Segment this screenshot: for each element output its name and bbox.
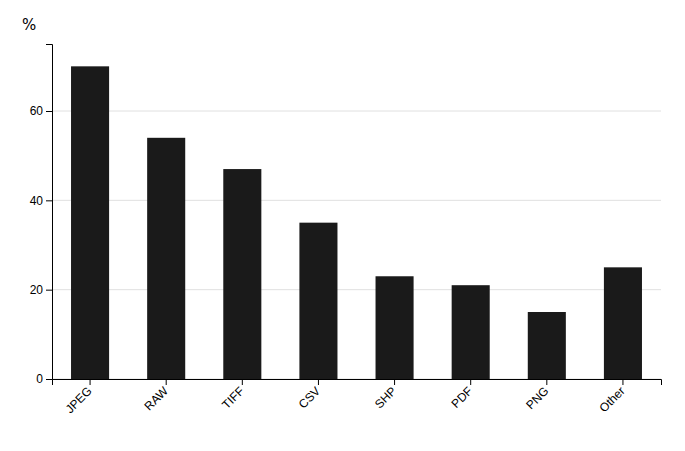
x-tick-label: JPEG bbox=[63, 384, 95, 416]
y-tick-label: 20 bbox=[30, 283, 44, 297]
x-tick-mark bbox=[546, 379, 547, 385]
y-tick-mark bbox=[46, 111, 52, 112]
x-tick-label: TIFF bbox=[219, 384, 247, 412]
y-label: % bbox=[22, 16, 36, 34]
grid bbox=[52, 111, 661, 379]
x-tick-label: RAW bbox=[141, 383, 171, 413]
grid-line bbox=[52, 200, 661, 201]
y-tick-mark bbox=[46, 290, 52, 291]
bar bbox=[223, 169, 261, 379]
x-tick: RAW bbox=[141, 379, 171, 413]
y-tick-mark bbox=[46, 200, 52, 201]
x-tick-label: SHP bbox=[372, 384, 399, 411]
x-tick: PDF bbox=[448, 379, 475, 411]
y-tick-mark bbox=[46, 379, 52, 380]
x-tick-mark bbox=[622, 379, 623, 385]
x-tick-label: Other bbox=[596, 384, 627, 415]
y-axis: 0 20 40 60 bbox=[30, 45, 53, 387]
x-tick-mark bbox=[90, 379, 91, 385]
x-tick: TIFF bbox=[219, 379, 247, 412]
x-tick-label: CSV bbox=[296, 384, 323, 411]
x-tick-mark bbox=[166, 379, 167, 385]
x-tick-mark bbox=[318, 379, 319, 385]
grid-line bbox=[52, 289, 661, 290]
bar bbox=[147, 138, 185, 379]
bar bbox=[452, 285, 490, 379]
grid-line bbox=[52, 111, 661, 112]
x-axis: JPEG RAW TIFF CSV SHP PDF PNG Other bbox=[53, 379, 662, 416]
x-tick-mark bbox=[242, 379, 243, 385]
y-tick: 0 bbox=[36, 372, 52, 386]
y-tick-label: 60 bbox=[30, 104, 44, 118]
bar bbox=[604, 267, 642, 379]
y-tick: 60 bbox=[30, 104, 52, 118]
x-tick: JPEG bbox=[63, 379, 95, 416]
bar bbox=[376, 276, 414, 379]
x-tick: SHP bbox=[372, 379, 399, 411]
x-tick: CSV bbox=[296, 379, 323, 411]
chart: 0 20 40 60 JPEG RAW TIFF CSV SHP PDF PNG Other% bbox=[0, 0, 685, 451]
bars bbox=[71, 66, 642, 379]
x-tick-label: PDF bbox=[448, 384, 475, 411]
plot: 0 20 40 60 JPEG RAW TIFF CSV SHP PDF PNG Other bbox=[30, 45, 662, 417]
y-tick-label: 40 bbox=[30, 194, 44, 208]
bar bbox=[71, 66, 109, 379]
x-tick: Other bbox=[596, 379, 627, 415]
y-tick-label: 0 bbox=[36, 372, 43, 386]
bar bbox=[299, 223, 337, 379]
x-tick-mark bbox=[394, 379, 395, 385]
x-tick: PNG bbox=[523, 379, 551, 412]
bar bbox=[528, 312, 566, 379]
y-axis-line bbox=[46, 45, 53, 380]
y-tick: 40 bbox=[30, 194, 52, 208]
y-tick: 20 bbox=[30, 283, 52, 297]
x-tick-mark bbox=[470, 379, 471, 385]
x-tick-label: PNG bbox=[523, 384, 551, 412]
x-axis-line bbox=[53, 380, 662, 386]
